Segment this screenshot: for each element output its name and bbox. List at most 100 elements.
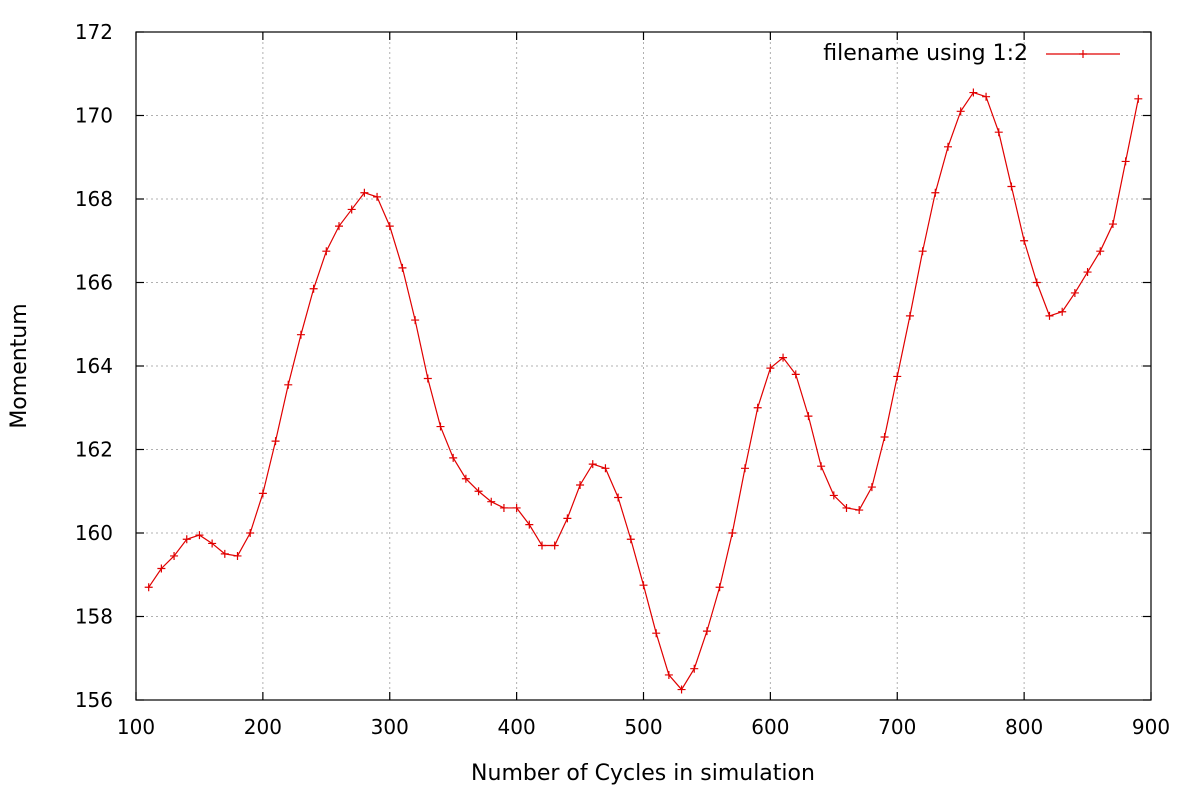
y-tick-label: 158 (75, 605, 113, 629)
data-point-marker (474, 487, 483, 496)
data-point-marker (1083, 268, 1092, 277)
data-point-marker (322, 247, 331, 256)
data-point-marker (182, 535, 191, 544)
data-point-marker (271, 437, 280, 446)
data-point-marker (829, 491, 838, 500)
data-point-marker (994, 128, 1003, 137)
x-tick-label: 100 (117, 715, 155, 739)
y-axis-title: Momentum (7, 303, 32, 428)
data-point-marker (766, 364, 775, 373)
data-point-marker (499, 503, 508, 512)
data-point-marker (398, 263, 407, 272)
legend-marker-icon (1079, 50, 1087, 58)
data-point-marker (461, 474, 470, 483)
data-point-marker (296, 330, 305, 339)
data-point-marker (842, 503, 851, 512)
data-point-marker (677, 685, 686, 694)
data-point-marker (436, 422, 445, 431)
data-point-marker (791, 370, 800, 379)
legend-label: filename using 1:2 (823, 41, 1028, 66)
data-point-marker (258, 489, 267, 498)
data-point-marker (855, 506, 864, 515)
data-point-marker (1108, 220, 1117, 229)
data-point-marker (195, 531, 204, 540)
x-tick-label: 900 (1132, 715, 1170, 739)
x-tick-label: 300 (371, 715, 409, 739)
y-tick-label: 170 (75, 104, 113, 128)
x-tick-label: 800 (1005, 715, 1043, 739)
y-tick-label: 168 (75, 187, 113, 211)
x-tick-label: 200 (244, 715, 282, 739)
data-point-marker (944, 142, 952, 151)
data-point-marker (563, 514, 572, 523)
data-point-marker (411, 316, 420, 325)
x-tick-label: 600 (751, 715, 789, 739)
data-point-marker (1020, 236, 1029, 245)
data-point-marker (867, 483, 876, 492)
data-point-marker (385, 222, 394, 231)
data-point-marker (931, 188, 940, 197)
x-tick-label: 500 (624, 715, 662, 739)
data-point-marker (157, 564, 166, 573)
data-point-marker (779, 353, 788, 362)
y-tick-label: 162 (75, 438, 113, 462)
data-point-marker (1058, 307, 1067, 316)
data-point-marker (956, 107, 965, 116)
x-axis-title: Number of Cycles in simulation (471, 761, 815, 786)
data-point-marker (538, 541, 546, 550)
y-tick-label: 172 (75, 20, 113, 44)
data-point-marker (969, 88, 978, 97)
data-point-marker (880, 432, 889, 441)
data-point-marker (449, 453, 458, 462)
data-point-marker (144, 583, 153, 592)
data-point-marker (918, 247, 927, 256)
data-point-marker (664, 670, 673, 679)
data-point-marker (1070, 288, 1079, 297)
data-point-marker (728, 529, 737, 537)
y-tick-label: 160 (75, 521, 113, 545)
data-point-marker (652, 629, 661, 638)
axis-ticks (135, 31, 1152, 701)
data-point-marker (817, 462, 826, 471)
data-point-marker (702, 627, 711, 636)
data-point-marker (1096, 247, 1105, 256)
data-point-marker (347, 205, 356, 214)
data-point-marker (284, 380, 293, 389)
data-point-marker (690, 664, 699, 673)
data-point-marker (893, 372, 902, 381)
data-point-marker (905, 311, 914, 320)
y-tick-label: 164 (75, 354, 113, 378)
data-point-marker (246, 529, 255, 537)
data-point-marker (550, 541, 559, 550)
x-tick-label: 400 (498, 715, 536, 739)
x-tick-label: 700 (878, 715, 916, 739)
data-point-marker (220, 549, 229, 558)
data-point-marker (614, 493, 623, 502)
data-point-marker (1045, 311, 1054, 320)
data-point-marker (1121, 157, 1130, 166)
data-point-marker (601, 464, 610, 473)
data-point-marker (233, 551, 242, 560)
data-point-marker (1134, 94, 1143, 103)
data-point-marker (525, 520, 534, 529)
data-point-marker (588, 460, 597, 469)
data-point-marker (512, 503, 521, 512)
data-point-marker (626, 535, 635, 544)
series-layer (144, 88, 1143, 694)
data-point-marker (373, 192, 382, 201)
y-tick-label: 156 (75, 688, 113, 712)
y-axis-tick-labels: 156 158 160 162 164 166 168 170 172 (75, 20, 113, 712)
legend: filename using 1:2 (823, 41, 1120, 66)
data-point-marker (360, 188, 369, 197)
data-point-marker (753, 403, 762, 412)
y-tick-label: 166 (75, 271, 113, 295)
data-point-marker (982, 92, 991, 101)
data-point-marker (423, 374, 432, 383)
data-point-marker (576, 480, 585, 489)
data-point-marker (208, 539, 217, 548)
data-point-marker (639, 581, 648, 590)
x-axis-tick-labels: 100 200 300 400 500 600 700 800 900 (117, 715, 1170, 739)
data-point-marker (309, 284, 318, 293)
data-point-marker (170, 551, 179, 560)
